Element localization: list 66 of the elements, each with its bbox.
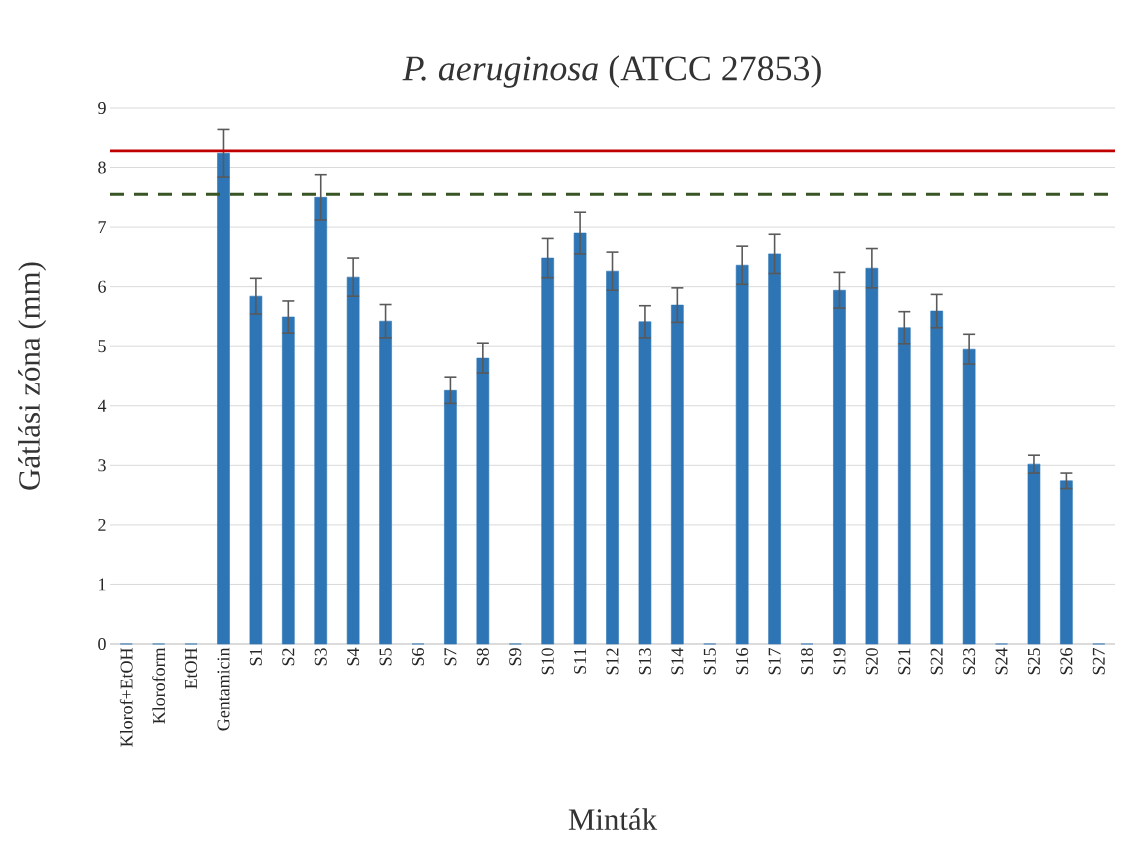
x-tick-label: S4	[347, 647, 360, 666]
x-tick-label: S10	[541, 648, 554, 675]
bar	[638, 321, 652, 645]
x-tick-label: S22	[930, 648, 943, 675]
y-axis-title: Gátlási zóna (mm)	[18, 262, 47, 490]
chart-title: P. aeruginosa (ATCC 27853)	[402, 55, 821, 88]
x-tick-label: S16	[736, 648, 749, 675]
bar	[897, 327, 911, 645]
bar	[735, 264, 749, 645]
y-tick-label: 0	[98, 637, 106, 651]
x-tick-label: S8	[476, 648, 489, 666]
x-tick-label: S17	[768, 648, 781, 675]
bar	[444, 389, 457, 645]
x-tick-label: S5	[379, 648, 392, 666]
bar	[1060, 480, 1073, 645]
bar	[768, 253, 781, 645]
x-tick-label: S15	[703, 648, 716, 675]
x-tick-label: S2	[282, 648, 295, 666]
bar	[865, 267, 879, 645]
y-tick-label: 4	[97, 399, 107, 412]
x-axis-title: Minták	[568, 808, 658, 831]
x-tick-label: S3	[314, 648, 327, 666]
bar	[379, 320, 392, 645]
x-tick-label: Kloroform	[152, 647, 166, 724]
x-tick-label: S12	[606, 648, 619, 675]
y-tick-label: 9	[98, 101, 106, 115]
y-tick-label: 7	[98, 221, 106, 233]
x-tick-label: S13	[638, 648, 651, 675]
y-tick-label: 6	[98, 280, 106, 293]
x-tick-label: S7	[444, 648, 457, 666]
x-tick-label: S26	[1060, 648, 1073, 675]
bar	[573, 232, 587, 645]
bar	[346, 276, 360, 645]
x-tick-label: S25	[1027, 648, 1040, 675]
x-tick-label: EtOH	[185, 648, 198, 689]
x-tick-label: S21	[898, 648, 911, 675]
y-tick-label: 8	[98, 161, 106, 174]
x-tick-label: S24	[995, 647, 1008, 675]
bar	[217, 152, 230, 645]
x-tick-label: S1	[249, 648, 262, 666]
bar	[314, 197, 328, 645]
x-tick-label: S27	[1092, 648, 1105, 675]
x-tick-label: S19	[833, 648, 846, 675]
bar	[282, 316, 295, 645]
y-tick-label: 1	[99, 578, 106, 591]
bar	[606, 270, 619, 645]
bar	[1027, 463, 1041, 645]
x-tick-label: S6	[411, 648, 425, 666]
bar	[249, 295, 263, 645]
y-tick-label: 3	[98, 459, 106, 472]
x-tick-label: S23	[963, 648, 976, 675]
x-tick-label: S18	[800, 648, 814, 675]
x-tick-label: S11	[574, 648, 587, 674]
bar	[962, 348, 976, 645]
x-tick-label: Gentamicin	[217, 647, 230, 731]
bar	[541, 257, 554, 645]
x-tick-label: S9	[509, 648, 522, 666]
y-tick-label: 5	[98, 340, 106, 353]
x-tick-label: Klorof+EtOH	[119, 648, 133, 747]
bar	[671, 304, 684, 645]
bar	[930, 310, 944, 645]
bar	[476, 357, 490, 645]
x-tick-label: S14	[671, 647, 684, 675]
y-tick-label: 2	[98, 518, 106, 531]
bar	[833, 289, 846, 645]
x-tick-label: S20	[865, 648, 878, 675]
